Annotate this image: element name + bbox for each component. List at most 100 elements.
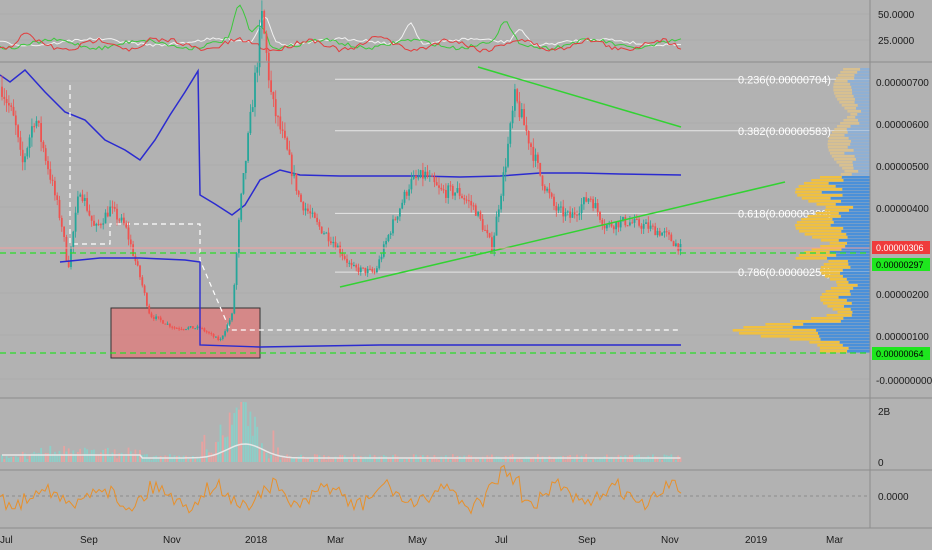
volume-profile-bar <box>799 230 842 233</box>
volume-bar <box>366 456 369 462</box>
candle-body <box>74 212 77 232</box>
volume-bar <box>399 459 401 462</box>
volume-bar <box>65 451 68 462</box>
candle-body <box>640 225 643 229</box>
volume-bar <box>371 458 374 462</box>
volume-profile-bar <box>841 200 870 203</box>
volume-profile-bar <box>851 89 870 92</box>
oscillator-tick: 0.0000 <box>878 492 909 503</box>
ascending-trendline[interactable] <box>339 181 786 288</box>
candle-body <box>426 171 429 178</box>
volume-bar <box>578 459 581 462</box>
candle-body <box>83 198 86 201</box>
candle-body <box>28 137 31 149</box>
volume-bar <box>47 453 49 462</box>
candle-body <box>313 212 316 218</box>
candle-body <box>504 166 507 173</box>
candle-body <box>192 326 194 329</box>
volume-bar <box>267 458 270 462</box>
volume-profile-bar <box>847 236 870 239</box>
candle-body <box>649 225 652 229</box>
volume-bar <box>380 456 383 462</box>
candle-body <box>465 199 468 201</box>
volume-bar <box>562 456 565 462</box>
candle-body <box>123 217 125 224</box>
volume-profile-bar <box>854 77 870 80</box>
volume-bar <box>553 457 555 462</box>
volume-profile-bar <box>841 230 870 233</box>
volume-bar <box>304 459 307 462</box>
oscillator-panel: 0.0000 <box>0 464 909 515</box>
volume-bar <box>500 457 502 462</box>
candle-body <box>348 262 351 264</box>
candle-body <box>155 316 157 319</box>
candle-body <box>136 261 139 266</box>
time-axis[interactable]: Jul Sep Nov 2018 Mar May Jul Sep Nov 201… <box>0 535 844 546</box>
candle-body <box>380 256 383 260</box>
candle-body <box>491 237 493 252</box>
candle-body <box>576 214 578 216</box>
candle-body <box>60 217 63 227</box>
candle-body <box>90 215 93 221</box>
volume-bar <box>359 456 362 462</box>
candle-body <box>585 197 588 202</box>
volume-profile-bar <box>828 137 849 140</box>
volume-profile-bar <box>823 263 849 266</box>
volume-profile-bar <box>836 161 853 164</box>
volume-profile-bar <box>847 146 870 149</box>
volume-bar <box>336 458 339 462</box>
volume-bar <box>116 458 118 462</box>
volume-bar <box>217 441 220 462</box>
candle-body <box>617 221 620 228</box>
volume-bar <box>465 456 468 462</box>
candle-body <box>143 285 146 293</box>
candle-body <box>208 332 210 334</box>
candle-body <box>359 267 362 273</box>
candle-body <box>364 267 367 274</box>
consolidation-box[interactable] <box>110 307 261 359</box>
volume-profile-bar <box>842 269 870 272</box>
volume-bar <box>5 456 8 462</box>
price-axis[interactable]: 0.00000700 0.00000600 0.00000500 0.00000… <box>872 78 932 387</box>
candle-body <box>665 231 668 233</box>
volume-profile-bar <box>829 152 845 155</box>
volume-profile-bar <box>841 104 858 107</box>
volume-profile-bar <box>851 173 870 176</box>
volume-profile-bar <box>859 122 870 125</box>
volume-bar <box>19 456 22 462</box>
price-tick: 0.00000500 <box>876 162 929 173</box>
volume-profile <box>732 68 870 353</box>
volume-bar <box>3 459 6 462</box>
candle-body <box>309 211 312 214</box>
volume-bar <box>189 459 192 462</box>
volume-profile-bar <box>817 332 870 335</box>
candle-body <box>88 210 91 216</box>
volume-bar <box>118 453 121 462</box>
volume-profile-bar <box>847 131 870 134</box>
volume-bar <box>295 457 298 462</box>
volume-profile-bar <box>850 143 870 146</box>
candle-body <box>366 268 369 274</box>
volume-profile-bar <box>816 203 836 206</box>
candle-body <box>548 188 551 194</box>
volume-bar <box>97 455 100 462</box>
volume-profile-bar <box>852 92 870 95</box>
volume-bar <box>495 456 498 462</box>
candle-body <box>104 212 107 224</box>
volume-bar <box>93 449 95 462</box>
volume-profile-bar <box>827 140 852 143</box>
candle-body <box>150 313 153 318</box>
candle-body <box>93 220 95 226</box>
volume-bar <box>203 434 206 462</box>
volume-profile-bar <box>839 341 870 344</box>
volume-profile-bar <box>833 221 870 224</box>
candlesticks <box>1 0 682 342</box>
candle-body <box>228 320 231 325</box>
volume-bar <box>633 456 636 462</box>
volume-bar <box>49 445 52 462</box>
volume-bar <box>601 458 604 462</box>
descending-trendline[interactable] <box>477 66 682 128</box>
volume-profile-bar <box>828 182 870 185</box>
volume-bar <box>470 455 473 462</box>
